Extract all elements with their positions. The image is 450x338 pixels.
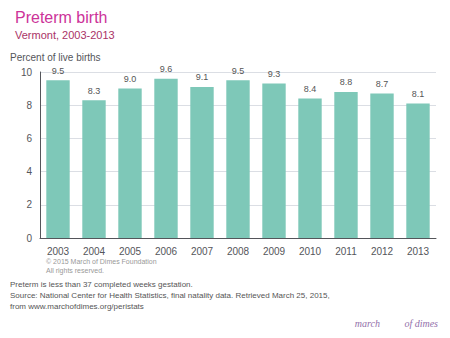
svg-text:2010: 2010 bbox=[299, 246, 322, 257]
svg-text:Source: National Center for He: Source: National Center for Health Stati… bbox=[10, 291, 330, 300]
svg-text:Preterm birth: Preterm birth bbox=[15, 9, 107, 26]
svg-text:8.8: 8.8 bbox=[340, 77, 353, 87]
svg-text:Vermont, 2003-2013: Vermont, 2003-2013 bbox=[15, 29, 115, 41]
svg-text:8: 8 bbox=[26, 100, 32, 111]
svg-text:8.1: 8.1 bbox=[412, 89, 425, 99]
svg-text:2007: 2007 bbox=[191, 246, 214, 257]
svg-text:All rights reserved.: All rights reserved. bbox=[46, 267, 104, 275]
svg-text:2005: 2005 bbox=[119, 246, 142, 257]
svg-text:from www.marchofdimes.org/peri: from www.marchofdimes.org/peristats bbox=[10, 302, 144, 311]
svg-text:9.5: 9.5 bbox=[52, 66, 65, 76]
svg-text:9.1: 9.1 bbox=[196, 72, 209, 82]
svg-text:4: 4 bbox=[26, 166, 32, 177]
svg-text:9.5: 9.5 bbox=[232, 66, 245, 76]
svg-text:2: 2 bbox=[26, 199, 32, 210]
svg-text:10: 10 bbox=[21, 67, 33, 78]
svg-text:0: 0 bbox=[26, 233, 32, 244]
svg-text:8.3: 8.3 bbox=[88, 86, 101, 96]
svg-text:9.0: 9.0 bbox=[124, 74, 137, 84]
svg-text:march: march bbox=[355, 318, 380, 329]
svg-text:2012: 2012 bbox=[371, 246, 394, 257]
svg-text:© 2015 March of Dimes Foundati: © 2015 March of Dimes Foundation bbox=[46, 258, 157, 265]
svg-text:6: 6 bbox=[26, 133, 32, 144]
svg-text:2013: 2013 bbox=[407, 246, 430, 257]
svg-text:Percent of live births: Percent of live births bbox=[10, 52, 101, 63]
svg-text:2006: 2006 bbox=[155, 246, 178, 257]
svg-text:Preterm is less than 37 comple: Preterm is less than 37 completed weeks … bbox=[10, 280, 193, 289]
svg-text:of dimes: of dimes bbox=[404, 318, 438, 329]
svg-text:2011: 2011 bbox=[335, 246, 357, 257]
svg-text:9.6: 9.6 bbox=[160, 64, 173, 74]
svg-text:9.3: 9.3 bbox=[268, 69, 281, 79]
svg-text:8.4: 8.4 bbox=[304, 84, 317, 94]
svg-text:2009: 2009 bbox=[263, 246, 286, 257]
svg-text:2003: 2003 bbox=[47, 246, 70, 257]
svg-text:8.7: 8.7 bbox=[376, 79, 389, 89]
svg-text:2008: 2008 bbox=[227, 246, 250, 257]
svg-text:2004: 2004 bbox=[83, 246, 106, 257]
